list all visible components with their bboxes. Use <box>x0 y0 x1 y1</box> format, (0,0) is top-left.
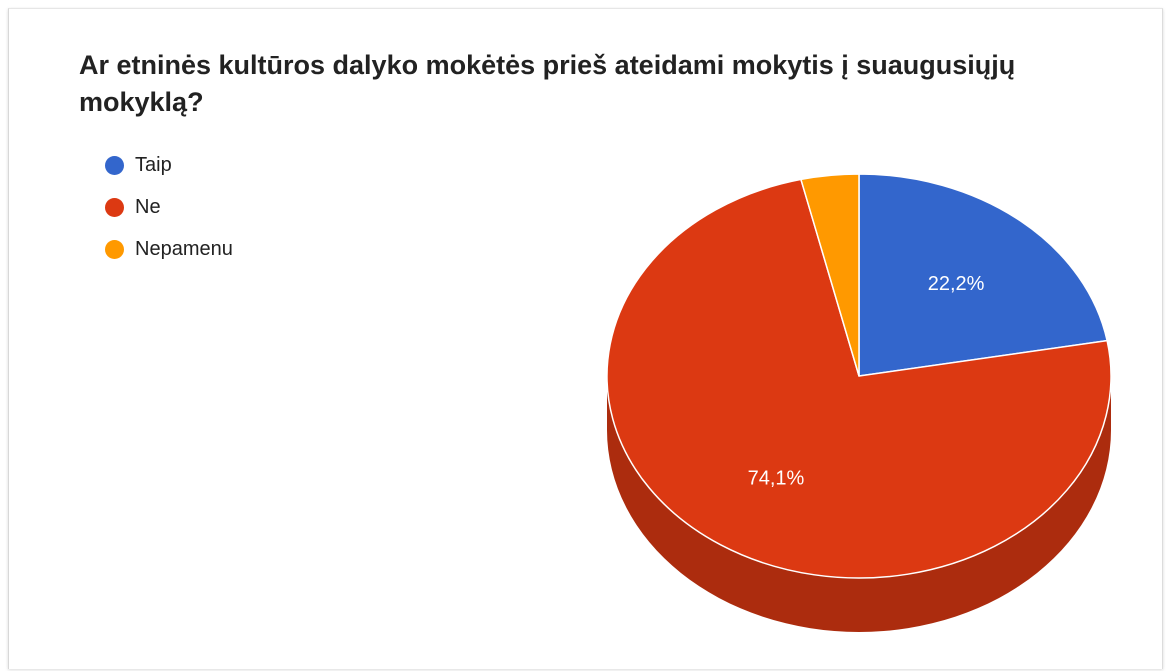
legend-swatch-taip <box>105 156 124 175</box>
pie-side-ne <box>607 376 1111 632</box>
legend-item-nepamenu[interactable]: Nepamenu <box>105 239 233 259</box>
chart-title: Ar etninės kultūros dalyko mokėtės prieš… <box>79 50 1016 117</box>
legend-swatch-nepamenu <box>105 240 124 259</box>
pie-slice-ne[interactable] <box>606 178 1112 579</box>
legend-label-taip: Taip <box>135 154 172 176</box>
legend-swatch-ne <box>105 198 124 217</box>
legend-item-taip[interactable]: Taip <box>105 155 233 175</box>
legend-item-ne[interactable]: Ne <box>105 197 233 217</box>
legend-label-ne: Ne <box>135 196 161 218</box>
legend-label-nepamenu: Nepamenu <box>135 238 233 260</box>
legend: Taip Ne Nepamenu <box>105 155 233 281</box>
pie-label-taip: 22,2% <box>928 273 985 295</box>
pie-slice-nepamenu[interactable] <box>800 173 860 377</box>
pie-labels: 22,2% 74,1% <box>748 273 985 489</box>
pie-top-face <box>606 173 1112 579</box>
pie-side-wall <box>607 376 1111 632</box>
pie-label-ne: 74,1% <box>748 467 805 489</box>
pie-slice-taip[interactable] <box>858 173 1108 377</box>
